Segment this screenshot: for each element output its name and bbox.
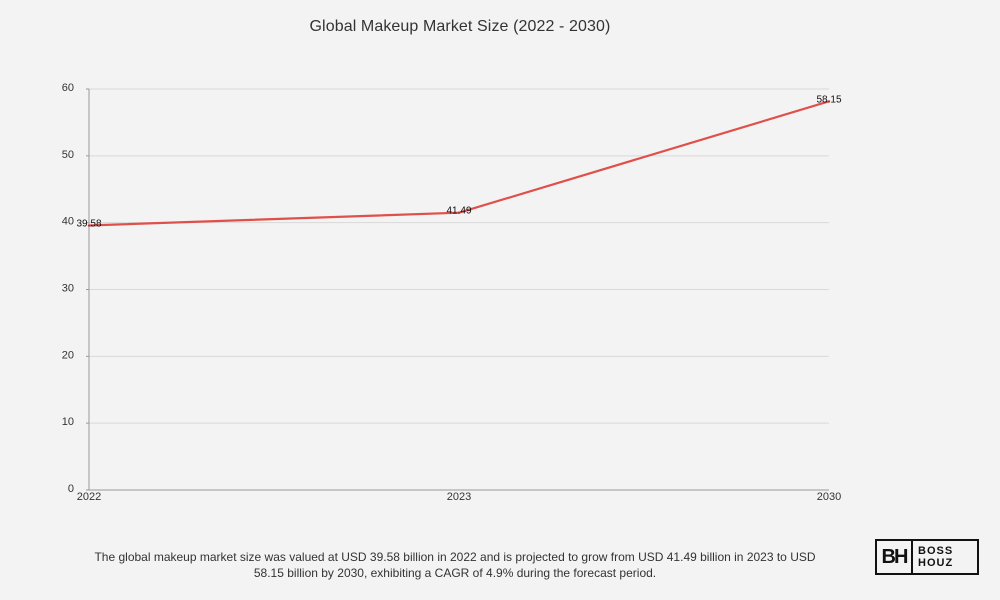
y-tick-label: 30 bbox=[62, 283, 74, 295]
grid-layer bbox=[89, 88, 829, 424]
y-tick-label: 50 bbox=[62, 149, 74, 161]
y-tick-label: 0 bbox=[68, 483, 74, 495]
data-labels: 39.58 41.49 58.15 bbox=[76, 94, 841, 229]
data-point bbox=[87, 224, 91, 227]
y-tick-label: 40 bbox=[62, 216, 74, 228]
y-tick-label: 20 bbox=[62, 349, 74, 361]
data-point bbox=[457, 211, 461, 214]
bosshouz-logo: BH BOSS HOUZ bbox=[875, 539, 979, 575]
chart-title: Global Makeup Market Size (2022 - 2030) bbox=[309, 18, 611, 35]
x-tick-label: 2022 bbox=[77, 491, 101, 503]
y-tick-label: 10 bbox=[62, 416, 74, 428]
x-tick-label: 2030 bbox=[817, 491, 841, 503]
x-tick-labels: 2022 2023 2030 bbox=[77, 491, 841, 503]
logo-mark: BH bbox=[877, 541, 913, 573]
logo-line-1: BOSS bbox=[918, 545, 954, 557]
data-label: 39.58 bbox=[76, 218, 101, 229]
y-tick-labels: 0 10 20 30 40 50 60 bbox=[62, 82, 74, 495]
series-layer bbox=[87, 100, 831, 227]
logo-line-2: HOUZ bbox=[918, 557, 954, 569]
data-point bbox=[827, 100, 831, 103]
y-tick-label: 60 bbox=[62, 82, 74, 94]
x-tick-label: 2023 bbox=[447, 491, 471, 503]
axis-layer bbox=[86, 88, 829, 491]
data-label: 41.49 bbox=[446, 206, 471, 217]
data-label: 58.15 bbox=[816, 94, 841, 105]
chart-caption: The global makeup market size was valued… bbox=[94, 550, 816, 580]
logo-wordmark: BOSS HOUZ bbox=[913, 545, 977, 569]
